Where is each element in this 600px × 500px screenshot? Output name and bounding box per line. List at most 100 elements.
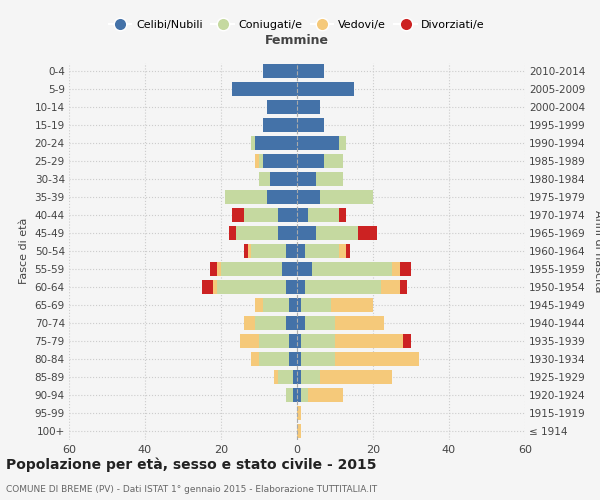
Bar <box>263 298 289 312</box>
Bar <box>400 262 411 276</box>
Bar <box>301 334 335 348</box>
Bar <box>297 316 305 330</box>
Bar <box>255 136 297 150</box>
Bar <box>209 262 217 276</box>
Bar <box>297 298 301 312</box>
Bar <box>251 244 286 258</box>
Bar <box>339 208 346 222</box>
Bar <box>244 316 255 330</box>
Bar <box>286 316 297 330</box>
Bar <box>289 352 297 366</box>
Bar <box>312 262 392 276</box>
Bar <box>236 226 278 240</box>
Bar <box>297 334 301 348</box>
Bar <box>297 244 305 258</box>
Bar <box>297 172 316 186</box>
Bar <box>305 280 380 294</box>
Bar <box>335 352 419 366</box>
Bar <box>278 370 293 384</box>
Bar <box>293 388 297 402</box>
Bar <box>308 388 343 402</box>
Bar <box>255 316 286 330</box>
Bar <box>297 208 308 222</box>
Bar <box>308 208 339 222</box>
Bar <box>259 352 289 366</box>
Bar <box>251 352 259 366</box>
Bar <box>301 370 320 384</box>
Bar <box>286 388 293 402</box>
Bar <box>263 154 297 168</box>
Text: Femmine: Femmine <box>265 34 329 48</box>
Bar <box>240 334 259 348</box>
Bar <box>380 280 400 294</box>
Bar <box>263 64 297 78</box>
Bar <box>297 352 301 366</box>
Bar <box>282 262 297 276</box>
Bar <box>301 352 335 366</box>
Bar <box>259 172 271 186</box>
Bar <box>217 262 221 276</box>
Bar <box>335 316 385 330</box>
Bar <box>286 244 297 258</box>
Bar <box>305 316 335 330</box>
Bar <box>259 154 263 168</box>
Y-axis label: Fasce di età: Fasce di età <box>19 218 29 284</box>
Bar <box>266 100 297 114</box>
Bar <box>251 136 255 150</box>
Bar <box>278 208 297 222</box>
Bar <box>316 226 358 240</box>
Bar <box>244 244 248 258</box>
Bar <box>392 262 400 276</box>
Bar <box>297 118 323 132</box>
Bar <box>217 280 286 294</box>
Bar <box>297 262 312 276</box>
Legend: Celibi/Nubili, Coniugati/e, Vedovi/e, Divorziati/e: Celibi/Nubili, Coniugati/e, Vedovi/e, Di… <box>105 15 489 34</box>
Bar <box>293 370 297 384</box>
Bar <box>278 226 297 240</box>
Bar <box>286 280 297 294</box>
Bar <box>232 208 244 222</box>
Bar <box>358 226 377 240</box>
Bar <box>305 244 339 258</box>
Bar <box>316 172 343 186</box>
Bar <box>263 118 297 132</box>
Bar <box>297 280 305 294</box>
Bar <box>331 298 373 312</box>
Bar <box>221 262 282 276</box>
Bar <box>339 136 346 150</box>
Bar <box>297 136 339 150</box>
Bar <box>297 82 354 96</box>
Bar <box>259 334 289 348</box>
Bar <box>297 406 301 420</box>
Bar <box>320 190 373 204</box>
Bar <box>289 334 297 348</box>
Bar <box>297 190 320 204</box>
Bar <box>271 172 297 186</box>
Bar <box>248 244 251 258</box>
Bar <box>229 226 236 240</box>
Bar <box>339 244 346 258</box>
Bar <box>202 280 214 294</box>
Bar <box>232 82 297 96</box>
Bar <box>297 388 301 402</box>
Bar <box>297 100 320 114</box>
Bar <box>214 280 217 294</box>
Bar <box>301 298 331 312</box>
Bar <box>255 298 263 312</box>
Bar <box>323 154 343 168</box>
Bar <box>297 64 323 78</box>
Bar <box>297 424 301 438</box>
Bar <box>274 370 278 384</box>
Bar <box>266 190 297 204</box>
Bar <box>400 280 407 294</box>
Bar <box>255 154 259 168</box>
Bar <box>403 334 411 348</box>
Bar <box>301 388 308 402</box>
Bar <box>297 370 301 384</box>
Text: COMUNE DI BREME (PV) - Dati ISTAT 1° gennaio 2015 - Elaborazione TUTTITALIA.IT: COMUNE DI BREME (PV) - Dati ISTAT 1° gen… <box>6 485 377 494</box>
Y-axis label: Anni di nascita: Anni di nascita <box>593 210 600 292</box>
Bar <box>320 370 392 384</box>
Bar <box>289 298 297 312</box>
Bar <box>346 244 350 258</box>
Bar <box>297 226 316 240</box>
